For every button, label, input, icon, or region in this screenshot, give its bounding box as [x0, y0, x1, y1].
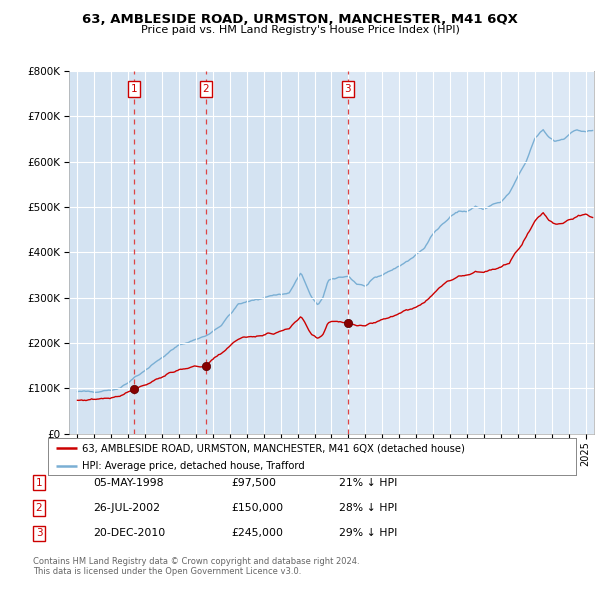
Bar: [206, 71, 348, 434]
Text: 3: 3: [35, 529, 43, 538]
Text: 63, AMBLESIDE ROAD, URMSTON, MANCHESTER, M41 6QX: 63, AMBLESIDE ROAD, URMSTON, MANCHESTER,…: [82, 13, 518, 26]
Bar: [134, 71, 206, 434]
Text: 26-JUL-2002: 26-JUL-2002: [93, 503, 160, 513]
Text: 3: 3: [344, 84, 351, 94]
Text: HPI: Average price, detached house, Trafford: HPI: Average price, detached house, Traf…: [82, 461, 305, 471]
Text: £97,500: £97,500: [231, 478, 276, 487]
Text: 1: 1: [131, 84, 137, 94]
Text: 1: 1: [35, 478, 43, 487]
Text: 29% ↓ HPI: 29% ↓ HPI: [339, 529, 397, 538]
Text: 63, AMBLESIDE ROAD, URMSTON, MANCHESTER, M41 6QX (detached house): 63, AMBLESIDE ROAD, URMSTON, MANCHESTER,…: [82, 443, 465, 453]
Text: 28% ↓ HPI: 28% ↓ HPI: [339, 503, 397, 513]
Text: 2: 2: [202, 84, 209, 94]
Text: 2: 2: [35, 503, 43, 513]
Text: This data is licensed under the Open Government Licence v3.0.: This data is licensed under the Open Gov…: [33, 567, 301, 576]
Text: 20-DEC-2010: 20-DEC-2010: [93, 529, 165, 538]
Text: Price paid vs. HM Land Registry's House Price Index (HPI): Price paid vs. HM Land Registry's House …: [140, 25, 460, 35]
Bar: [69, 71, 134, 434]
Text: £245,000: £245,000: [231, 529, 283, 538]
Text: Contains HM Land Registry data © Crown copyright and database right 2024.: Contains HM Land Registry data © Crown c…: [33, 558, 359, 566]
Text: £150,000: £150,000: [231, 503, 283, 513]
Text: 05-MAY-1998: 05-MAY-1998: [93, 478, 163, 487]
Text: 21% ↓ HPI: 21% ↓ HPI: [339, 478, 397, 487]
